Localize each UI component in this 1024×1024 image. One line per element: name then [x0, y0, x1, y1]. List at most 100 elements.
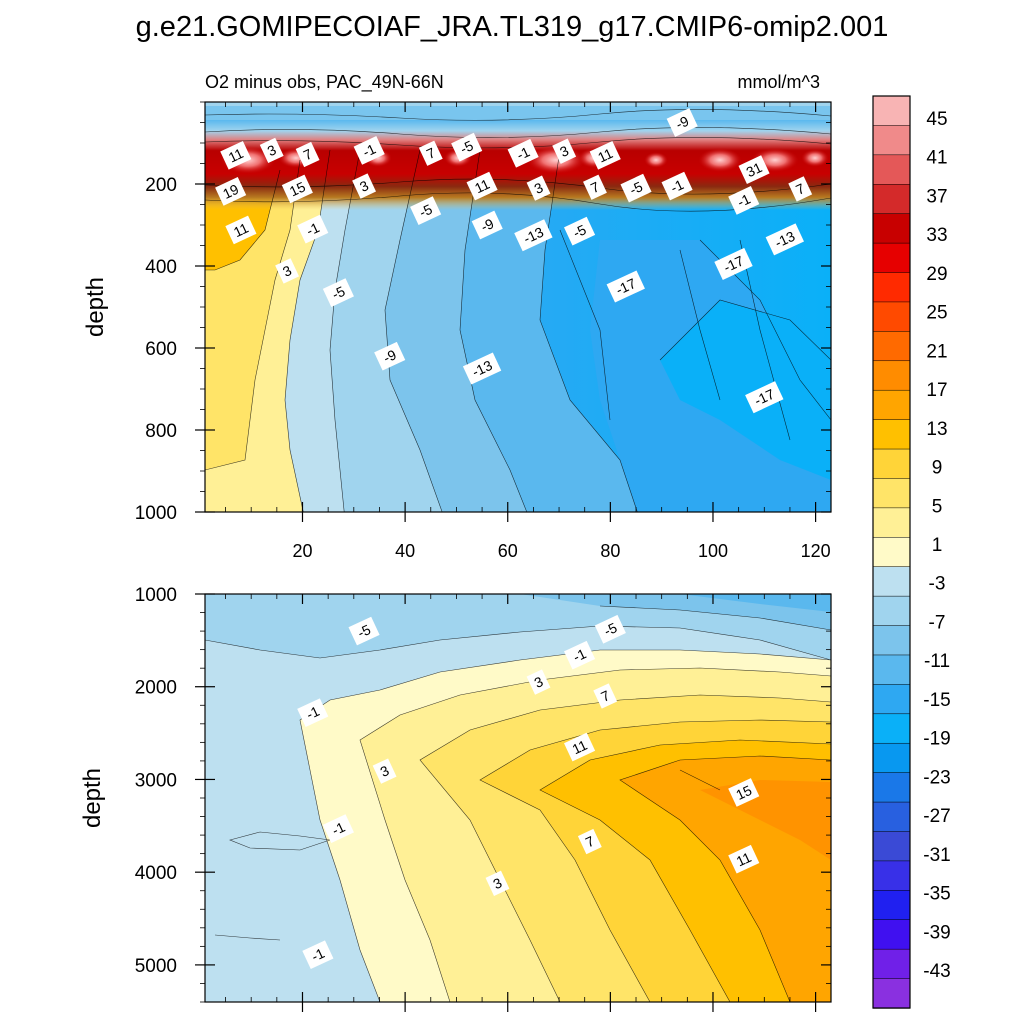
contour-label: -13: [462, 352, 502, 385]
contour-label-text: -13: [521, 224, 546, 247]
contour-label-box: [225, 215, 257, 245]
contour-label-box: [594, 614, 626, 644]
contour-label: -13: [765, 223, 804, 256]
colorbar-tick-label: 21: [926, 341, 947, 362]
colorbar-swatch: [872, 272, 911, 303]
contour-label-box: [374, 341, 406, 371]
colorbar-tick-label: 17: [926, 380, 947, 401]
contour-label-box: [526, 669, 551, 695]
colorbar-tick-label: -43: [923, 961, 950, 982]
contour-label: -17: [745, 381, 784, 414]
contour-label: -9: [374, 341, 406, 371]
contour-label: -13: [514, 219, 553, 252]
y-tick-label: 4000: [135, 863, 177, 884]
contour-label: -1: [728, 186, 760, 215]
colorbar-swatch: [872, 537, 911, 568]
colorbar-swatch: [872, 419, 911, 450]
contour-label-box: [738, 155, 770, 184]
contour-label-box: [220, 140, 252, 170]
contour-label: 11: [225, 215, 257, 245]
contour-label: -5: [564, 216, 596, 246]
contour-label: -5: [451, 132, 483, 162]
contour-label: 19: [215, 177, 247, 206]
colorbar-tick-label: -31: [923, 845, 950, 866]
contour-label-box: [215, 177, 247, 206]
lower-y-axis-label: depth: [79, 768, 106, 828]
contour-label-box: [661, 171, 693, 201]
colorbar-swatch: [872, 360, 911, 391]
colorbar-swatch: [872, 595, 911, 627]
y-tick-label: 2000: [135, 678, 177, 699]
contour-label-box: [583, 174, 607, 200]
x-tick-label: 80: [600, 541, 620, 561]
colorbar-swatch: [872, 801, 911, 833]
contour-label-box: [526, 175, 551, 201]
colorbar-tick-label: -3: [929, 574, 946, 595]
contour-label-text: 19: [220, 181, 241, 202]
colorbar-swatch: [872, 919, 911, 950]
contour-label-box: [451, 132, 483, 162]
contour-label: 7: [583, 174, 607, 200]
colorbar-swatch: [872, 154, 911, 185]
colorbar-swatch: [872, 831, 911, 862]
contour-label: -17: [714, 247, 753, 280]
colorbar-swatch: [872, 478, 911, 509]
upper-contour-lines: [205, 109, 831, 512]
colorbar-swatch: [872, 566, 911, 597]
upper-panel-fill: [205, 102, 831, 512]
colorbar-tick-label: -7: [929, 612, 946, 633]
contour-label-box: [297, 698, 329, 728]
contour-label-box: [788, 176, 813, 202]
y-tick-label: 400: [145, 257, 177, 278]
contour-label-box: [466, 171, 498, 201]
contour-label-box: [348, 616, 380, 646]
contour-label: 3: [552, 138, 577, 164]
colorbar-swatch: [872, 389, 911, 421]
contour-label-box: [564, 640, 596, 670]
y-tick-label: 5000: [135, 956, 177, 977]
contour-label: -5: [410, 196, 442, 225]
y-tick-label: 600: [145, 339, 177, 360]
contour-label-box: [564, 216, 596, 246]
colorbar-frame: [872, 95, 911, 1009]
colorbar-swatch: [872, 213, 911, 244]
contour-label-text: -17: [613, 275, 638, 298]
upper-y-axis-label: depth: [82, 277, 109, 337]
contour-label-box: [728, 186, 760, 215]
contour-label-box: [295, 141, 320, 168]
colorbar-tick-label: 9: [932, 458, 943, 479]
contour-label-text: 11: [595, 145, 615, 166]
contour-label-text: 11: [734, 849, 754, 870]
colorbar-tick-label: -27: [923, 806, 950, 827]
contour-label-box: [302, 940, 334, 970]
contour-label-box: [485, 870, 510, 896]
contour-label-box: [745, 381, 784, 414]
contour-label: -5: [348, 616, 380, 646]
colorbar-tick-label: 1: [932, 535, 943, 556]
contour-label: 7: [577, 828, 602, 855]
colorbar-swatch: [872, 742, 911, 774]
colorbar-swatch: [872, 331, 911, 362]
contour-label: 7: [593, 683, 618, 709]
colorbar-swatch: [872, 625, 911, 656]
contour-label: -1: [507, 138, 539, 168]
contour-label-text: -17: [721, 252, 746, 275]
contour-label-box: [620, 173, 652, 203]
contour-label: -1: [297, 698, 329, 728]
contour-label-box: [577, 828, 602, 855]
colorbar-swatch: [872, 772, 911, 803]
contour-label: 7: [295, 141, 320, 168]
colorbar-tick-label: 33: [926, 225, 947, 246]
chart-title: g.e21.GOMIPECOIAF_JRA.TL319_g17.CMIP6-om…: [136, 11, 889, 43]
contour-label-box: [297, 214, 329, 244]
x-tick-label: 40: [395, 541, 415, 561]
colorbar-tick-label: 45: [926, 109, 947, 130]
contour-label-box: [410, 196, 442, 225]
contour-label-box: [418, 140, 443, 166]
colorbar-tick-label: 37: [926, 186, 947, 207]
contour-label: -1: [564, 640, 596, 670]
x-tick-label: 100: [698, 541, 728, 561]
